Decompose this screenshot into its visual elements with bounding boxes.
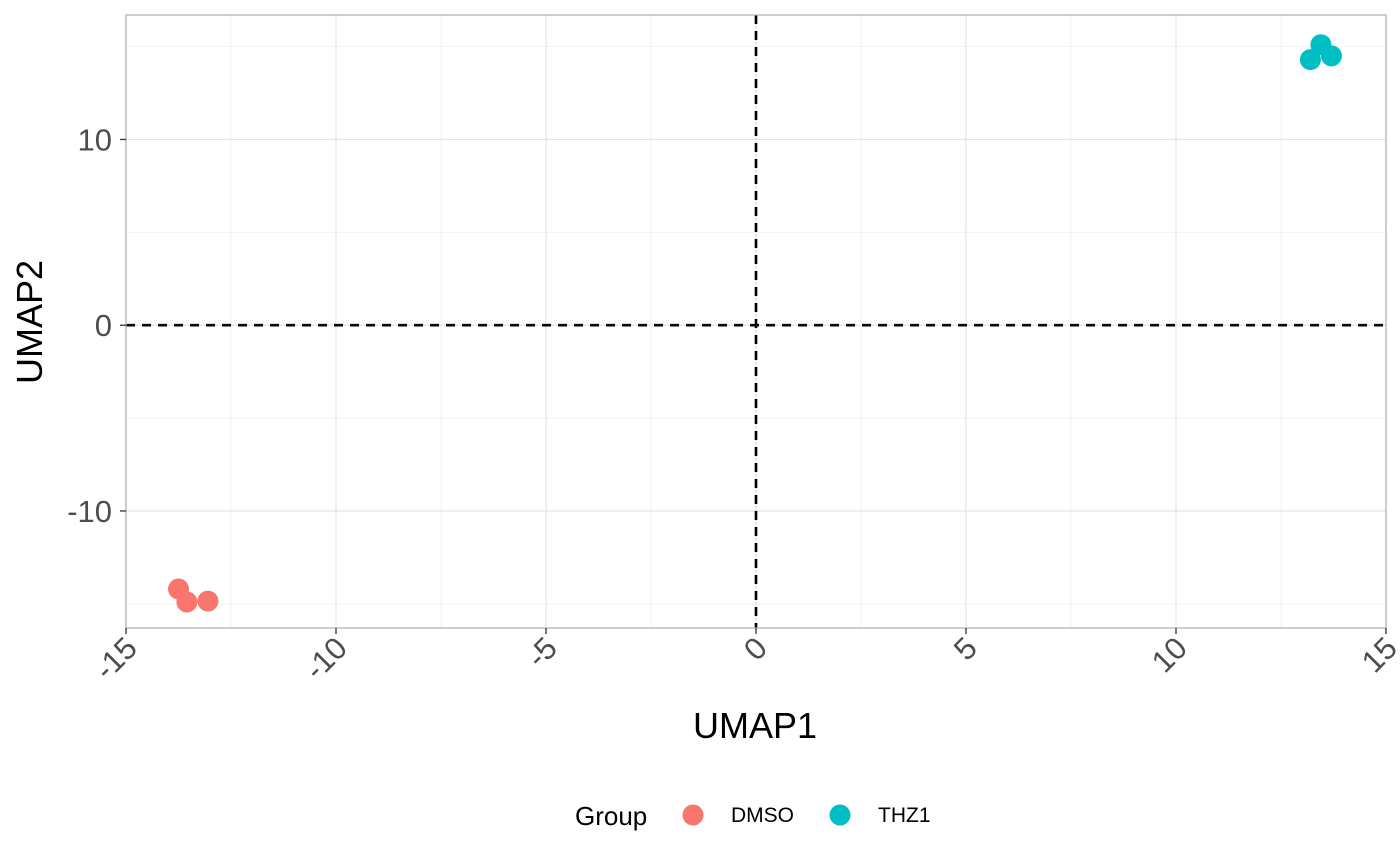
legend-title: Group: [575, 801, 647, 831]
x-axis-title: UMAP1: [693, 705, 817, 746]
x-tick-label-neg5: -5: [520, 630, 564, 674]
x-tick-label-15: 15: [1355, 630, 1400, 679]
point-thz1-3: [1299, 49, 1321, 71]
x-tick-label-neg15: -15: [88, 630, 144, 686]
y-tick-labels: -10 0 10: [67, 122, 112, 529]
point-dmso-2: [176, 591, 198, 613]
y-tick-label-0: 0: [95, 308, 112, 343]
x-tick-label-neg10: -10: [298, 630, 354, 686]
legend-label-thz1: THZ1: [878, 804, 931, 827]
point-dmso-3: [197, 590, 219, 612]
x-tick-labels: -15 -10 -5 0 5 10 15: [88, 630, 1400, 686]
y-tick-label-neg10: -10: [67, 494, 112, 529]
data-points: [168, 34, 1342, 613]
legend-item-dmso: DMSO: [682, 804, 794, 827]
legend-key-dmso: [682, 804, 704, 826]
x-tick-label-10: 10: [1145, 630, 1194, 679]
legend: Group DMSO THZ1: [575, 801, 931, 831]
legend-key-thz1: [829, 804, 851, 826]
legend-label-dmso: DMSO: [731, 804, 794, 827]
y-tick-label-10: 10: [78, 122, 112, 157]
y-axis-title: UMAP2: [9, 260, 50, 384]
axis-ticks: [120, 138, 1387, 634]
x-tick-label-5: 5: [947, 630, 984, 667]
x-tick-label-0: 0: [737, 630, 774, 667]
legend-item-thz1: THZ1: [829, 804, 931, 827]
point-thz1-2: [1320, 45, 1342, 67]
reference-lines: [126, 15, 1386, 628]
